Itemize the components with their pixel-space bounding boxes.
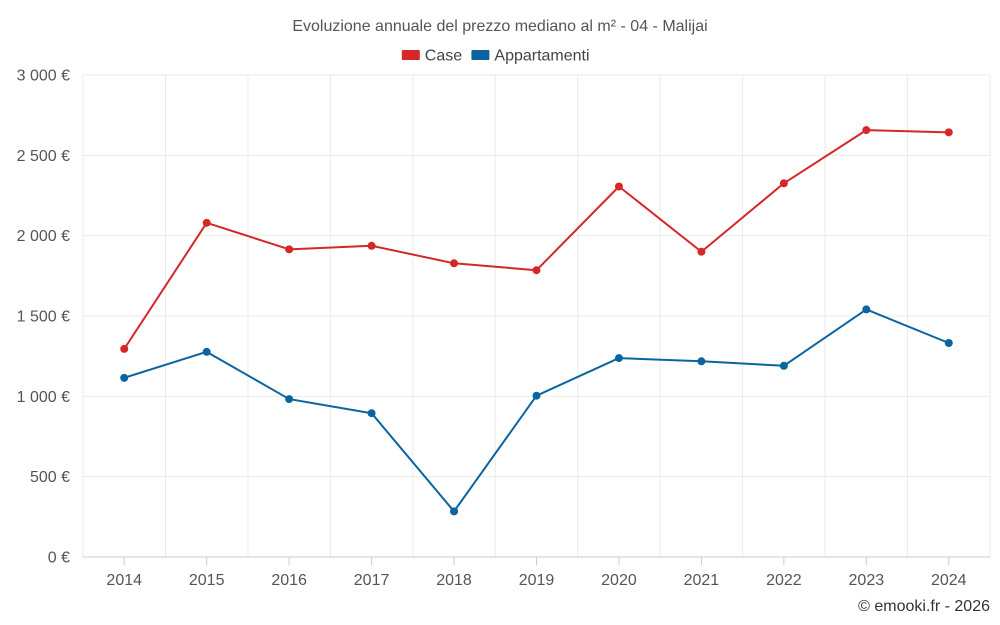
x-tick-label: 2019 [519,572,555,589]
data-point-case [120,344,129,353]
data-point-appartamenti [862,305,871,314]
data-point-appartamenti [944,338,953,347]
y-tick-label: 500 € [30,469,70,486]
data-point-case [367,241,376,250]
data-point-appartamenti [697,357,706,366]
legend-swatch-appartamenti [471,50,490,60]
data-point-appartamenti [532,391,541,400]
x-gridlines [82,75,991,558]
x-tick-label: 2015 [189,572,225,589]
data-point-appartamenti [450,507,459,516]
y-tick-label: 2 500 € [17,148,70,165]
legend-swatch-case [401,50,420,60]
data-point-appartamenti [202,347,211,356]
data-point-appartamenti [120,373,129,382]
y-tick-label: 3 000 € [17,68,70,85]
y-tick-label: 2 000 € [17,228,70,245]
data-point-case [202,218,211,227]
x-tick-label: 2017 [354,572,390,589]
data-point-appartamenti [779,361,788,370]
data-point-case [697,247,706,256]
x-tick-label: 2023 [849,572,885,589]
y-tick-label: 0 € [48,550,70,567]
credit-text: © emooki.fr - 2026 [858,598,990,615]
x-tick-label: 2024 [931,572,967,589]
x-axis-ticks: 2014 2015 2016 2017 2018 2019 2020 2021 2022 2023… [106,557,967,589]
x-tick-label: 2020 [601,572,637,589]
series-group [120,126,953,516]
chart-title: Evoluzione annuale del prezzo mediano al… [292,18,707,35]
y-axis-ticks: 0 € 500 € 1 000 € 1 500 € 2 000 € 2 500 € 3 00… [17,68,70,567]
legend-label-appartamenti: Appartamenti [494,48,589,65]
data-point-case [779,179,788,188]
series-case [120,126,953,353]
x-tick-label: 2021 [684,572,720,589]
data-point-appartamenti [285,395,294,404]
y-tick-label: 1 500 € [17,309,70,326]
data-point-case [862,126,871,135]
data-point-case [285,245,294,254]
x-tick-label: 2018 [436,572,472,589]
x-tick-label: 2014 [106,572,142,589]
data-point-case [944,128,953,137]
data-point-appartamenti [614,354,623,363]
data-point-case [532,266,541,275]
y-gridlines [83,74,990,558]
x-tick-label: 2022 [766,572,802,589]
x-tick-label: 2016 [271,572,307,589]
data-point-appartamenti [367,409,376,418]
legend-label-case: Case [425,48,462,65]
series-appartamenti [120,305,953,516]
data-point-case [450,259,459,268]
y-tick-label: 1 000 € [17,389,70,406]
legend: Case Appartamenti [401,48,590,65]
data-point-case [614,182,623,191]
